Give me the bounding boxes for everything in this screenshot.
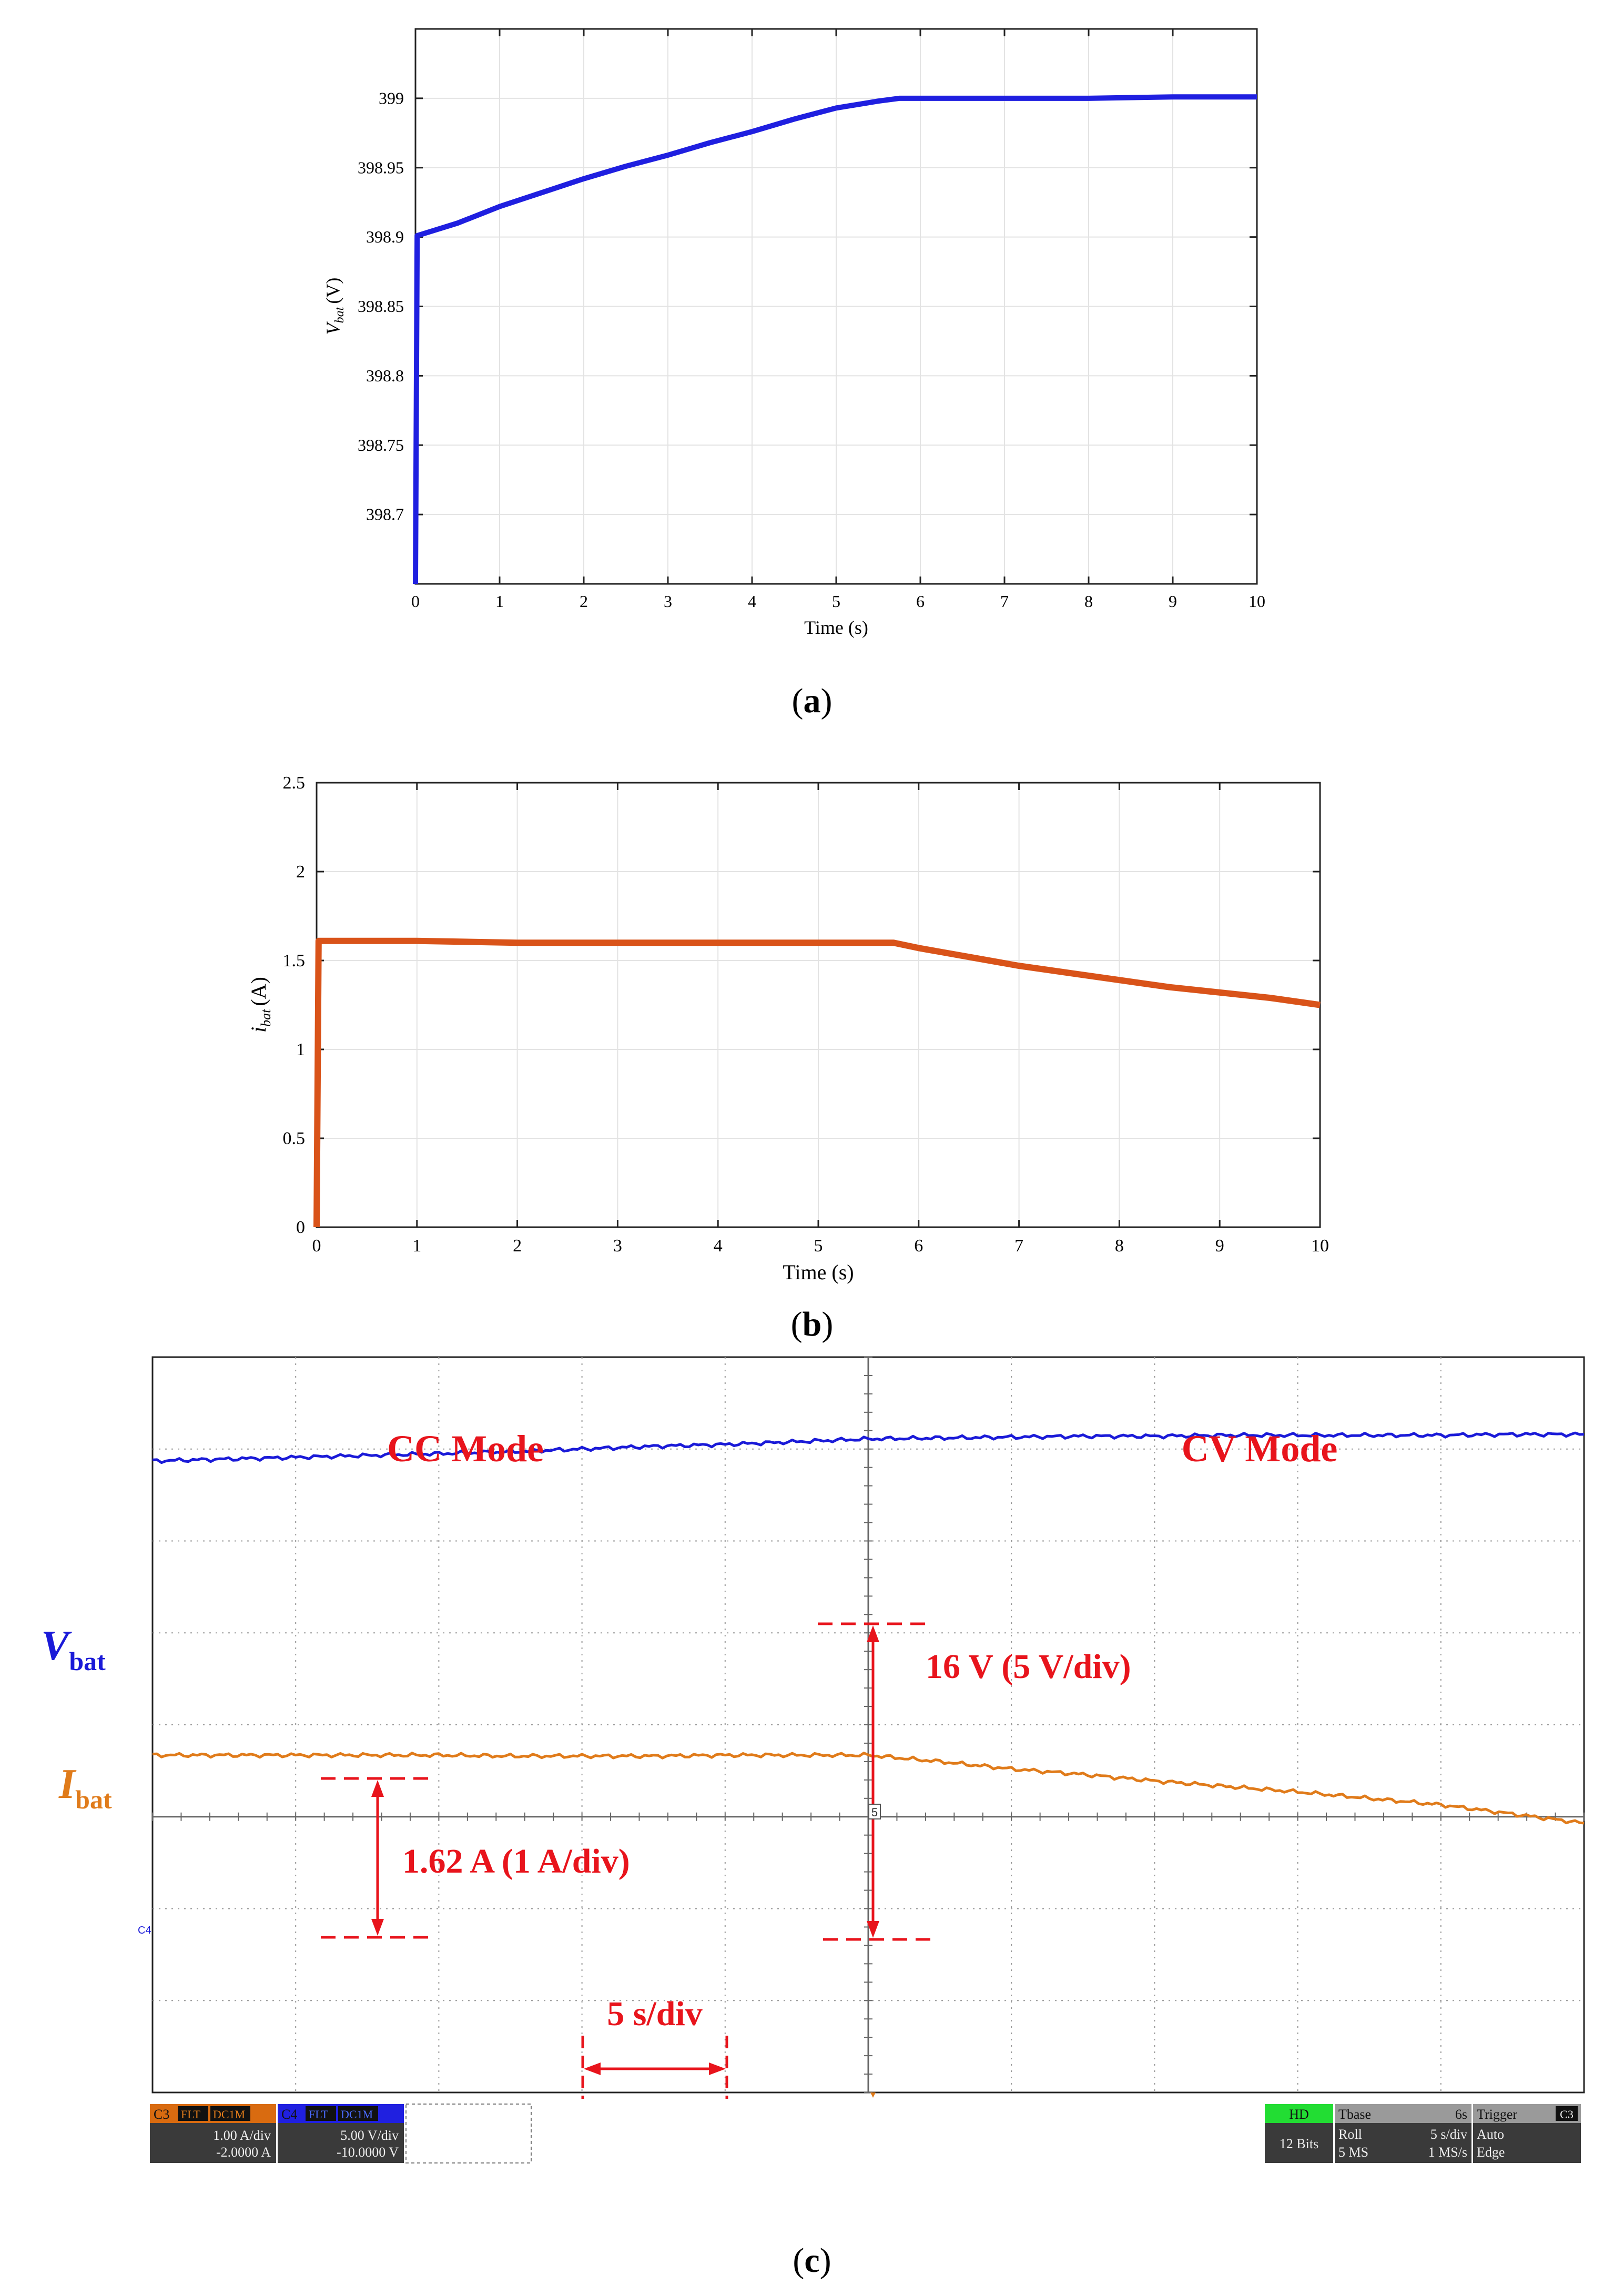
x-tick-label: 2 <box>513 1236 522 1256</box>
svg-text:C4: C4 <box>281 2107 297 2122</box>
y-tick-label: 398.9 <box>366 227 404 246</box>
scope-trace-Vbat <box>152 1431 1585 1464</box>
svg-text:DC1M: DC1M <box>341 2108 373 2121</box>
chart-b-grid <box>316 782 1321 1228</box>
y-tick-label: 0 <box>296 1218 305 1237</box>
x-tick-label: 6 <box>914 1236 923 1256</box>
x-tick-label: 9 <box>1215 1236 1224 1256</box>
status-timebase: HD 12 Bits Tbase 6s Roll 5 s/div 5 MS 1 … <box>1265 2104 1581 2163</box>
caption-a: (a) <box>791 682 833 720</box>
time-div-label: 5 s/div <box>607 1995 703 2033</box>
chart-a-series <box>413 94 1257 584</box>
y-tick-label: 398.7 <box>366 505 404 524</box>
svg-text:5 MS: 5 MS <box>1338 2145 1368 2160</box>
chart-a-ticks: 0 1 2 3 4 5 6 7 8 9 10 398.7 398.75 398.8 398.85 398.9 3… <box>358 29 1265 611</box>
x-tick-label: 9 <box>1169 592 1177 611</box>
ibat-label: Ibat <box>58 1761 112 1814</box>
y-tick-label: 2.5 <box>283 773 306 793</box>
x-tick-label: 7 <box>1014 1236 1023 1256</box>
vbat-arrowhead-top <box>867 1625 879 1642</box>
c4-marker: C4 <box>138 1925 151 1936</box>
x-tick-label: 3 <box>613 1236 622 1256</box>
svg-text:DC1M: DC1M <box>213 2108 245 2121</box>
svg-text:5.00 V/div: 5.00 V/div <box>340 2128 399 2143</box>
tdiv-arrowhead-left <box>584 2062 601 2075</box>
series-line-Vbat <box>413 94 1257 584</box>
chart-b-xlabel: Time (s) <box>783 1260 854 1284</box>
y-tick-label: 398.75 <box>358 436 404 454</box>
y-tick-label: 398.95 <box>358 158 404 177</box>
svg-text:Roll: Roll <box>1338 2127 1362 2142</box>
scope-trace-Ibat <box>152 1752 1585 1825</box>
chart-b-series <box>313 937 1321 1228</box>
x-tick-label: 5 <box>832 592 840 611</box>
y-tick-label: 2 <box>296 862 305 882</box>
vbat-arrowhead-bottom <box>867 1921 879 1938</box>
x-tick-label: 0 <box>411 592 420 611</box>
chart-a-xlabel: Time (s) <box>804 617 868 638</box>
y-tick-label: 1 <box>296 1040 305 1059</box>
svg-text:-10.0000 V: -10.0000 V <box>337 2145 399 2160</box>
x-tick-label: 5 <box>814 1236 823 1256</box>
x-tick-label: 10 <box>1249 592 1265 611</box>
chart-a-grid <box>415 29 1257 584</box>
chart-a-ylabel: Vbat(V) <box>322 278 347 335</box>
x-tick-label: 7 <box>1000 592 1009 611</box>
ibat-arrowhead-bottom <box>371 1919 384 1936</box>
series-line-ibat <box>313 937 1321 1228</box>
svg-text:1.00 A/div: 1.00 A/div <box>213 2128 271 2143</box>
svg-text:Edge: Edge <box>1477 2145 1505 2160</box>
svg-text:FLT: FLT <box>309 2108 329 2121</box>
y-tick-label: 1.5 <box>283 951 306 970</box>
x-tick-label: 4 <box>748 592 756 611</box>
svg-text:-2.0000 A: -2.0000 A <box>216 2145 271 2160</box>
svg-text:C3: C3 <box>1560 2108 1574 2121</box>
svg-text:6s: 6s <box>1455 2107 1467 2122</box>
five-marker-box <box>868 1804 881 1819</box>
chart-a: 0 1 2 3 4 5 6 7 8 9 10 398.7 398.75 398.8 398.85 398.9 3… <box>322 28 1265 638</box>
x-tick-label: 1 <box>412 1236 421 1256</box>
caption-c: (c) <box>793 2241 831 2280</box>
y-tick-label: 399 <box>379 88 404 107</box>
y-tick-label: 0.5 <box>283 1129 306 1148</box>
svg-text:Trigger: Trigger <box>1477 2107 1517 2122</box>
svg-text:FLT: FLT <box>181 2108 201 2121</box>
svg-text:Tbase: Tbase <box>1338 2107 1371 2122</box>
status-channels: C3 FLT DC1M 1.00 A/div -2.0000 A C4 FLT … <box>150 2104 532 2163</box>
scope-series <box>152 1431 1585 1825</box>
voltage-step-label: 16 V (5 V/div) <box>926 1647 1131 1686</box>
scope-grid <box>152 1357 1585 2093</box>
y-tick-label: 398.85 <box>358 297 404 316</box>
svg-text:1 MS/s: 1 MS/s <box>1428 2145 1467 2160</box>
x-tick-label: 4 <box>714 1236 723 1256</box>
chart-c-oscilloscope: CC Mode CV Mode Vbat Ibat 16 V (5 V/div)… <box>41 1356 1585 2163</box>
cc-mode-label: CC Mode <box>387 1428 544 1470</box>
chart-b-ylabel: ibat(A) <box>247 977 273 1033</box>
ibat-arrowhead-top <box>371 1780 384 1797</box>
x-tick-label: 3 <box>664 592 672 611</box>
svg-text:C3: C3 <box>154 2107 169 2122</box>
x-tick-label: 1 <box>495 592 504 611</box>
trigger-position-marker <box>870 2092 876 2098</box>
x-tick-label: 6 <box>916 592 925 611</box>
tdiv-arrowhead-right <box>709 2062 726 2075</box>
svg-text:HD: HD <box>1289 2107 1309 2122</box>
y-tick-label: 398.8 <box>366 366 404 385</box>
caption-b: (b) <box>790 1305 834 1343</box>
current-step-label: 1.62 A (1 A/div) <box>402 1842 630 1880</box>
chart-b: 0 1 2 3 4 5 6 7 8 9 10 0 0.5 1 1.5 2 2.5 Time (s) ibat(A… <box>247 773 1329 1284</box>
five-marker: 5 <box>871 1806 878 1819</box>
x-tick-label: 10 <box>1311 1236 1329 1256</box>
svg-text:5 s/div: 5 s/div <box>1430 2127 1467 2142</box>
vbat-label: Vbat <box>41 1623 106 1676</box>
x-tick-label: 8 <box>1084 592 1093 611</box>
x-tick-label: 8 <box>1115 1236 1124 1256</box>
chart-b-ticks: 0 1 2 3 4 5 6 7 8 9 10 0 0.5 1 1.5 2 2.5 <box>283 773 1329 1256</box>
x-tick-label: 2 <box>580 592 588 611</box>
svg-text:12 Bits: 12 Bits <box>1280 2136 1318 2151</box>
svg-text:Auto: Auto <box>1477 2127 1504 2142</box>
cv-mode-label: CV Mode <box>1182 1428 1338 1470</box>
x-tick-label: 0 <box>312 1236 321 1256</box>
